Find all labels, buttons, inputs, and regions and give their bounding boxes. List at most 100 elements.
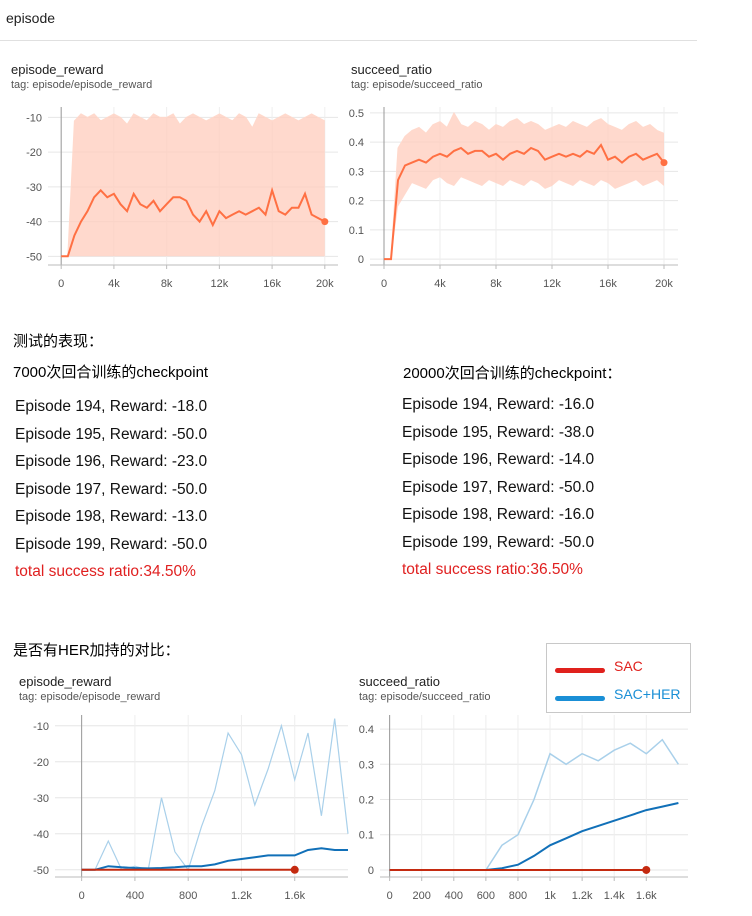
raw-band [61, 113, 325, 257]
x-tick-label: 200 [413, 890, 431, 902]
chart-title: succeed_ratio [359, 674, 440, 689]
chart-tag: tag: episode/succeed_ratio [351, 79, 483, 91]
result-line: Episode 195, Reward: -50.0 [15, 425, 208, 443]
result-list-7000: Episode 194, Reward: -18.0 Episode 195, … [15, 393, 207, 586]
chart-title: episode_reward [11, 62, 104, 77]
end-point [660, 159, 668, 167]
result-line: Episode 194, Reward: -16.0 [402, 396, 595, 413]
x-tick-label: 1k [544, 890, 556, 902]
x-tick-label: 12k [543, 278, 561, 290]
x-tick-label: 20k [316, 278, 334, 290]
compare-heading: 是否有HER加持的对比： [13, 642, 180, 659]
y-tick-label: -30 [33, 793, 49, 805]
compare-succeed-ratio-chart[interactable]: 0.4 0.3 0.2 0.1 0 0 200 400 600 800 1k 1.2k 1.4k 1.6k [355, 705, 710, 916]
legend-swatch-sac-her [555, 696, 605, 701]
x-tick-label: 0 [58, 278, 64, 290]
x-tick-label: 4k [434, 278, 446, 290]
test-heading: 测试的表现： [13, 333, 104, 350]
compare-reward-chart[interactable]: -10 -20 -30 -40 -50 0 400 800 1.2k 1.6k [0, 705, 355, 916]
chart-tag: tag: episode/episode_reward [11, 79, 153, 91]
x-tick-label: 16k [263, 278, 281, 290]
x-tick-label: 8k [490, 278, 502, 290]
y-tick-label: -10 [33, 721, 49, 733]
y-tick-label: -20 [33, 757, 49, 769]
y-tick-label: 0.1 [359, 830, 374, 842]
result-line: Episode 196, Reward: -14.0 [402, 451, 595, 468]
x-tick-label: 400 [445, 890, 463, 902]
total-success-ratio: total success ratio:34.50% [15, 563, 196, 580]
y-tick-label: -30 [26, 182, 42, 194]
end-point-sac [290, 865, 299, 874]
smoothed-line [61, 186, 326, 258]
raw-line [384, 111, 665, 260]
line-sac-her [389, 802, 679, 871]
divider [0, 40, 697, 41]
legend-label-sac: SAC [614, 658, 643, 674]
result-line: Episode 197, Reward: -50.0 [15, 480, 208, 498]
y-tick-label: 0 [358, 254, 364, 266]
y-tick-label: -10 [26, 112, 42, 124]
x-tick-label: 8k [161, 278, 173, 290]
result-line: Episode 198, Reward: -16.0 [402, 506, 595, 523]
result-line: Episode 195, Reward: -38.0 [402, 423, 595, 441]
y-tick-label: -20 [26, 147, 42, 159]
col1-heading: 7000次回合训练的checkpoint [13, 364, 209, 381]
y-tick-label: 0.3 [349, 166, 364, 178]
x-tick-label: 1.2k [572, 890, 593, 902]
x-tick-label: 12k [210, 278, 228, 290]
raw-band [384, 112, 664, 260]
raw-line-sac-her [81, 718, 349, 872]
chart-tag: tag: episode/episode_reward [19, 691, 161, 703]
x-tick-label: 16k [599, 278, 617, 290]
legend: SAC SAC+HER [546, 643, 691, 713]
raw-line [61, 113, 326, 257]
y-tick-label: -40 [26, 217, 42, 229]
y-tick-label: -50 [33, 865, 49, 877]
legend-label-sac-her: SAC+HER [614, 686, 681, 702]
x-tick-label: 4k [108, 278, 120, 290]
x-tick-label: 20k [655, 278, 673, 290]
y-tick-label: 0.1 [349, 225, 364, 237]
smoothed-line [384, 143, 665, 261]
x-tick-label: 800 [179, 890, 197, 902]
y-tick-label: 0.2 [359, 795, 374, 807]
line-sac-her [81, 847, 348, 871]
y-tick-label: 0.3 [359, 759, 374, 771]
legend-swatch-sac [555, 668, 605, 673]
total-success-ratio: total success ratio:36.50% [402, 561, 583, 578]
x-tick-label: 1.2k [231, 890, 252, 902]
y-tick-label: 0 [368, 865, 374, 877]
x-tick-label: 1.6k [284, 890, 305, 902]
x-tick-label: 800 [509, 890, 527, 902]
chart-title: episode_reward [19, 674, 112, 689]
x-tick-label: 0 [387, 890, 393, 902]
y-tick-label: 0.5 [349, 108, 364, 120]
end-point [321, 218, 329, 226]
x-tick-label: 600 [477, 890, 495, 902]
section-title[interactable]: episode [6, 10, 56, 26]
col2-heading: 20000次回合训练的checkpoint： [403, 365, 622, 382]
reward-chart[interactable]: -10 -20 -30 -40 -50 0 4k 8k 12k 16k 20k [0, 95, 345, 310]
chart-tag: tag: episode/succeed_ratio [359, 691, 491, 703]
raw-line-sac-her [389, 738, 680, 871]
y-tick-label: -50 [26, 251, 42, 263]
x-tick-label: 1.4k [604, 890, 625, 902]
succeed-ratio-chart[interactable]: 0.5 0.4 0.3 0.2 0.1 0 0 4k 8k 12k 16k 20k [345, 95, 690, 310]
result-line: Episode 197, Reward: -50.0 [402, 478, 595, 496]
y-tick-label: -40 [33, 829, 49, 841]
y-tick-label: 0.2 [349, 196, 364, 208]
chart-title: succeed_ratio [351, 62, 432, 77]
result-line: Episode 194, Reward: -18.0 [15, 398, 208, 415]
y-tick-label: 0.4 [349, 137, 364, 149]
result-line: Episode 199, Reward: -50.0 [15, 535, 208, 553]
result-line: Episode 199, Reward: -50.0 [402, 533, 595, 551]
x-tick-label: 0 [79, 890, 85, 902]
result-line: Episode 196, Reward: -23.0 [15, 453, 208, 470]
x-tick-label: 0 [381, 278, 387, 290]
result-line: Episode 198, Reward: -13.0 [15, 508, 208, 525]
x-tick-label: 400 [126, 890, 144, 902]
end-point-sac [642, 865, 651, 874]
y-tick-label: 0.4 [359, 724, 374, 736]
x-tick-label: 1.6k [636, 890, 657, 902]
result-list-20000: Episode 194, Reward: -16.0 Episode 195, … [402, 391, 594, 584]
